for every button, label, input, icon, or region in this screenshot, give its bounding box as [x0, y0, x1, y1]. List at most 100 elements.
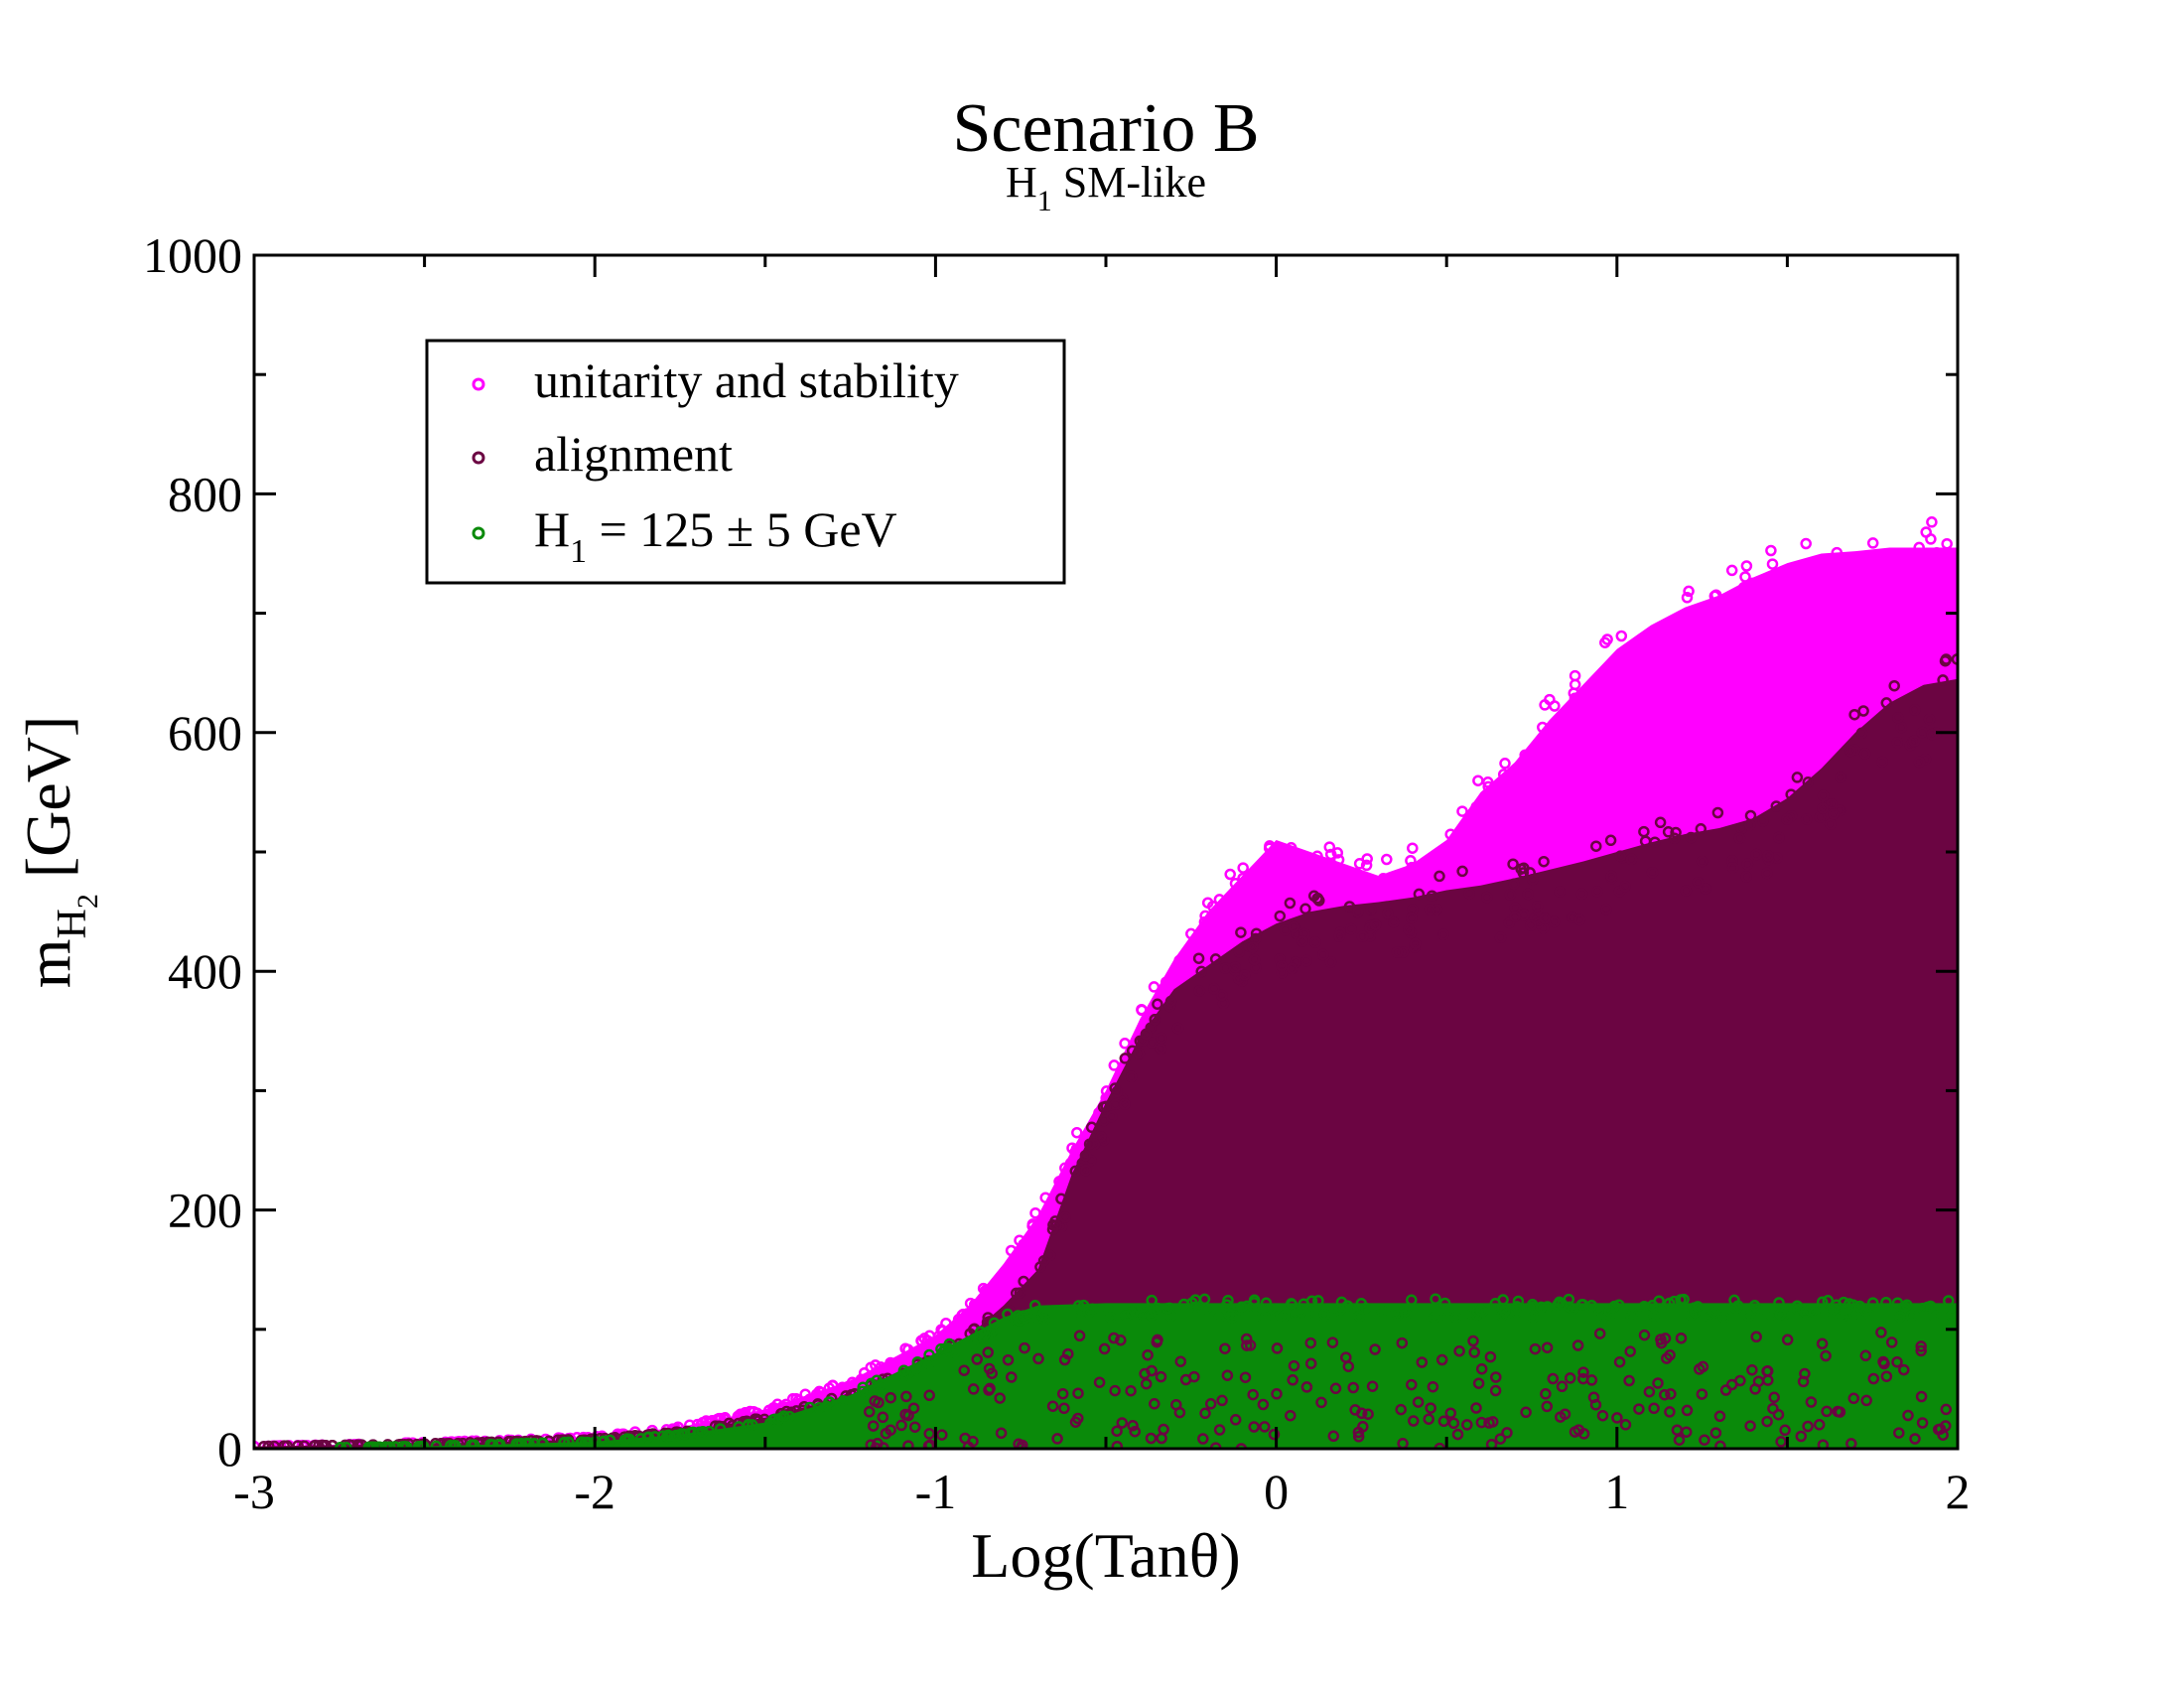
data-point	[1026, 1220, 1038, 1232]
data-point	[1148, 981, 1160, 993]
data-point	[1014, 1287, 1026, 1299]
data-point	[1522, 888, 1534, 901]
data-point	[1485, 1438, 1498, 1449]
data-point	[1439, 859, 1452, 871]
data-point	[1820, 1349, 1832, 1362]
data-point	[1195, 965, 1207, 978]
data-point	[1781, 813, 1793, 825]
data-point	[1915, 1340, 1927, 1352]
data-point	[1633, 669, 1646, 681]
data-point	[1472, 1377, 1485, 1389]
data-point	[563, 1436, 575, 1449]
data-point	[1798, 629, 1811, 640]
data-point	[1816, 1337, 1829, 1350]
data-point	[1259, 1312, 1272, 1324]
data-point	[1332, 854, 1345, 866]
data-point	[1897, 615, 1910, 627]
data-point	[1613, 1355, 1626, 1368]
data-point	[1902, 1409, 1914, 1422]
data-point	[1510, 1306, 1523, 1319]
data-point	[1748, 1300, 1761, 1312]
data-point	[1874, 549, 1886, 562]
data-point	[1695, 823, 1707, 835]
data-point	[1228, 908, 1241, 920]
data-point	[1668, 621, 1680, 633]
data-point	[1331, 847, 1344, 859]
data-point	[1235, 926, 1247, 938]
data-point	[1689, 1306, 1702, 1319]
data-point	[1413, 888, 1426, 901]
data-point	[1248, 953, 1261, 966]
data-point	[1475, 1304, 1487, 1317]
data-point	[1032, 1352, 1044, 1365]
data-point	[598, 1435, 611, 1448]
data-point	[1059, 1211, 1071, 1223]
legend-label-unitarity: unitarity and stability	[534, 352, 959, 408]
data-point	[1470, 800, 1482, 813]
data-point	[1484, 1350, 1497, 1363]
data-point	[1750, 1331, 1762, 1343]
data-point	[1821, 1405, 1833, 1418]
data-point	[1652, 1377, 1664, 1389]
data-point	[1544, 693, 1556, 706]
data-point	[1561, 744, 1573, 757]
data-point	[1155, 1043, 1167, 1055]
data-point	[1802, 776, 1815, 788]
x-tick-label: 2	[1946, 1464, 1971, 1519]
data-point	[1095, 1131, 1107, 1143]
data-point	[1482, 780, 1494, 793]
data-point	[1449, 1312, 1462, 1324]
data-point	[1866, 1297, 1879, 1309]
data-point	[1482, 776, 1494, 788]
data-point	[1581, 704, 1594, 716]
data-point	[1649, 836, 1661, 848]
data-point	[958, 1364, 970, 1376]
series-h1-window	[254, 1293, 1958, 1449]
data-point	[1427, 1380, 1439, 1393]
data-layer	[254, 516, 1958, 1449]
data-point	[1198, 1293, 1211, 1306]
data-point	[1237, 862, 1249, 874]
data-point	[262, 1440, 275, 1449]
data-point	[1407, 842, 1419, 854]
y-tick-label: 400	[168, 943, 242, 999]
data-point	[1680, 885, 1693, 897]
data-point	[1921, 605, 1934, 618]
data-point	[968, 1337, 980, 1349]
data-point	[1739, 571, 1751, 583]
data-point	[1277, 876, 1289, 888]
data-point	[1184, 942, 1197, 955]
data-point	[1917, 1302, 1929, 1315]
data-point	[1286, 1298, 1297, 1310]
data-point	[1795, 1430, 1808, 1443]
legend-marker-h1	[472, 526, 485, 540]
data-point	[1111, 1425, 1123, 1437]
data-point	[1482, 793, 1495, 806]
data-point	[1601, 633, 1613, 645]
data-point	[1002, 1308, 1014, 1321]
data-point	[1161, 1302, 1173, 1315]
data-point	[1391, 946, 1404, 958]
y-tick-label: 600	[168, 705, 242, 761]
data-point	[1746, 577, 1758, 590]
data-point	[1610, 719, 1623, 732]
data-point	[1241, 1300, 1253, 1313]
data-point	[1192, 952, 1205, 964]
data-point	[877, 1411, 889, 1424]
data-point	[1648, 1310, 1660, 1323]
data-point	[1683, 655, 1695, 667]
data-point	[1908, 735, 1921, 747]
data-point	[1433, 870, 1445, 883]
data-point	[963, 1311, 975, 1324]
data-point	[983, 1362, 996, 1375]
data-point	[1260, 1297, 1273, 1310]
data-point	[1668, 1295, 1681, 1308]
data-point	[1858, 609, 1871, 622]
data-point	[1345, 922, 1357, 935]
data-point	[1072, 1300, 1085, 1312]
data-point	[1699, 1434, 1710, 1446]
data-point	[1425, 1402, 1436, 1414]
data-point	[1843, 1298, 1855, 1310]
data-point	[1779, 1424, 1791, 1437]
data-point	[1742, 1310, 1755, 1322]
